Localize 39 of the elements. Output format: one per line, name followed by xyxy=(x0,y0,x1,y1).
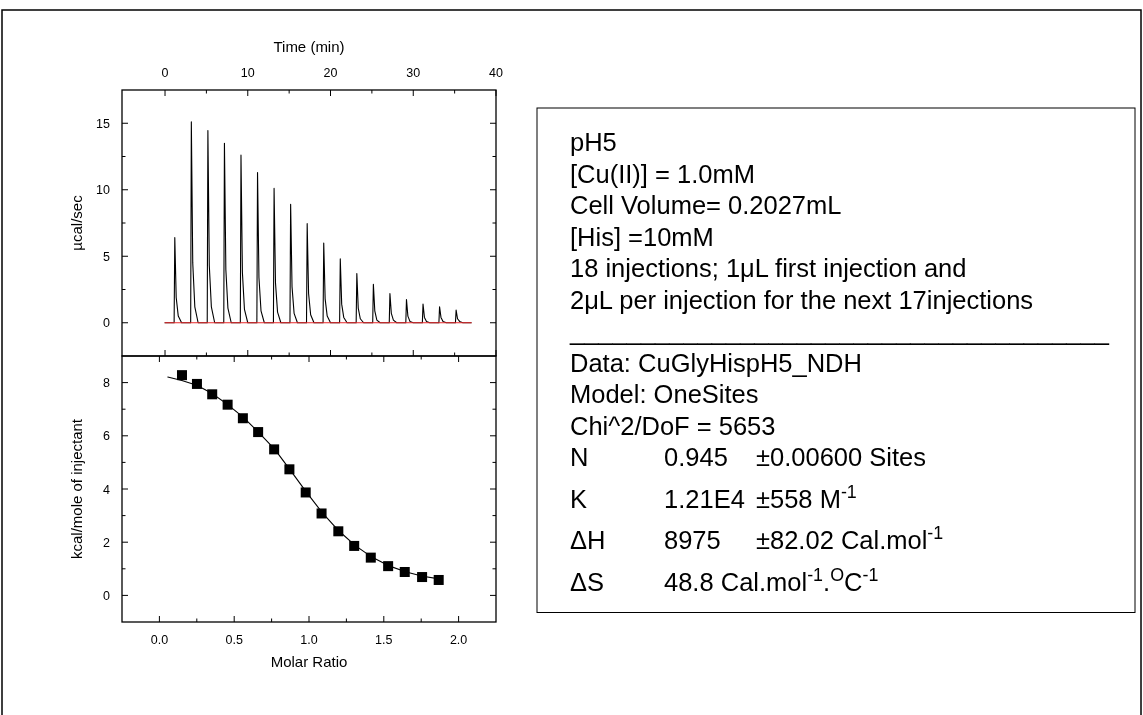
x-tick-label: 40 xyxy=(489,66,503,80)
text: ΔH 8975 ±82.02 Cal.mol$^{-1}$ xyxy=(570,523,944,554)
text: 2μL per injection for the next 17injections xyxy=(570,285,1034,314)
x-tick-label: 1.0 xyxy=(300,633,318,647)
x-tick-label: 10 xyxy=(240,66,255,80)
text: [Cu(II)] = 1.0mM xyxy=(570,159,755,188)
y-tick-label: 10 xyxy=(96,183,111,198)
y-tick-label: 8 xyxy=(103,376,111,391)
text: ______________________________________ xyxy=(569,317,1110,345)
x-axis-title: Molar Ratio xyxy=(270,653,348,670)
text: Chi^2/DoF = 5653 xyxy=(570,411,776,440)
text: Cell Volume= 0.2027mL xyxy=(570,191,842,219)
text: ΔS 48.8 Cal.mol$^{-1}$.$^{O}$C$^{-1}$ xyxy=(570,564,879,596)
y-tick-label: 0 xyxy=(103,316,111,331)
x-tick-label: 0.0 xyxy=(150,633,169,647)
x-axis-title: Time (min) xyxy=(273,38,345,55)
point xyxy=(433,574,444,585)
text: K 1.21E4 ±558 M$^{-1}$ xyxy=(570,481,857,513)
y-tick-label: 4 xyxy=(103,482,111,497)
x-tick-label: 2.0 xyxy=(449,633,468,647)
text: N 0.945 ±0.00600 Sites xyxy=(570,443,926,471)
x-tick-label: 30 xyxy=(406,66,421,80)
y-tick-label: 5 xyxy=(103,249,111,264)
text: [His] =10mM xyxy=(570,222,714,251)
x-tick-label: 20 xyxy=(323,66,338,80)
y-axis-title: µcal/sec xyxy=(68,194,85,251)
y-axis-title: kcal/mole of injectant xyxy=(68,418,85,560)
x-tick-label: 0.5 xyxy=(225,633,243,647)
point xyxy=(176,370,187,381)
x-tick-label: 0 xyxy=(161,66,169,80)
text: pH5 xyxy=(570,128,617,156)
text: Model: OneSites xyxy=(570,380,759,408)
y-tick-label: 0 xyxy=(103,588,111,603)
y-tick-label: 6 xyxy=(103,429,111,444)
y-tick-label: 15 xyxy=(96,116,111,131)
x-tick-label: 1.5 xyxy=(375,633,393,647)
text: Data: CuGlyHispH5_NDH xyxy=(570,348,862,377)
text: 18 injections; 1μL first injection and xyxy=(570,254,967,282)
y-tick-label: 2 xyxy=(103,535,111,550)
